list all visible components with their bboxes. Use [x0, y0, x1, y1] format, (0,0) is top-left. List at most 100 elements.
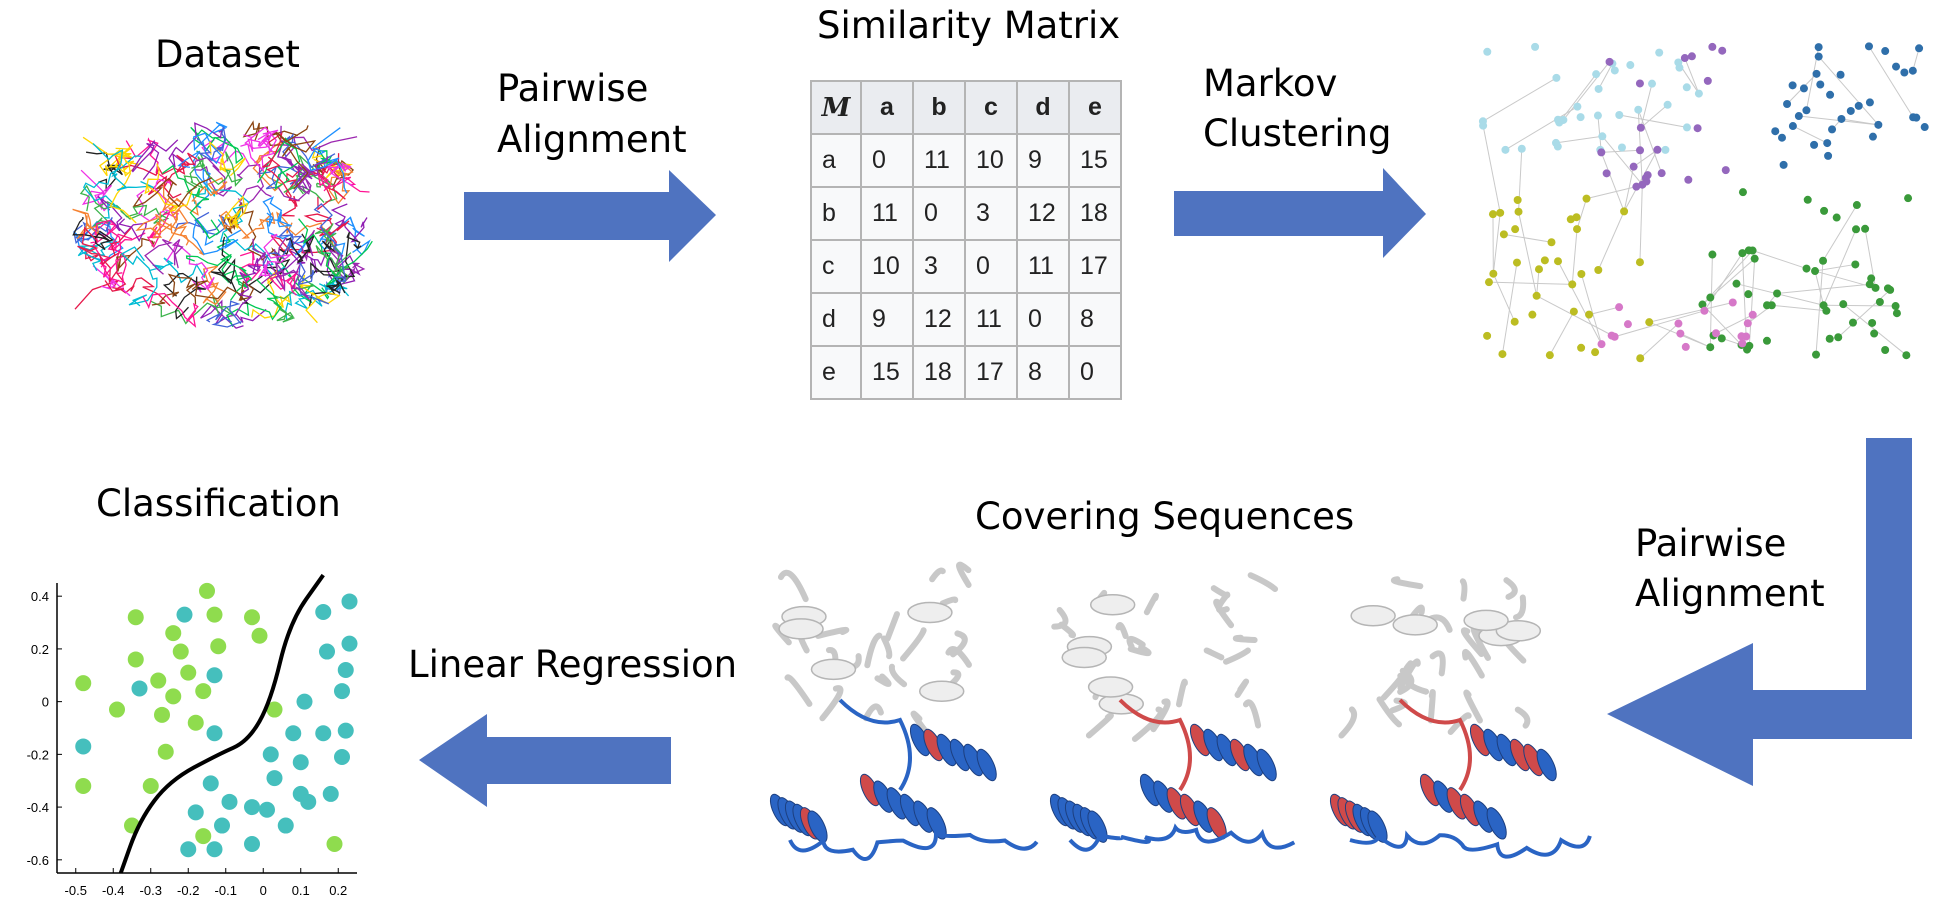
- network-edge: [1555, 135, 1603, 144]
- protein-grey-strand: [1390, 576, 1424, 590]
- scatter-point: [300, 793, 317, 810]
- protein-coil: [788, 829, 1039, 861]
- matrix-row: d 9 12 11 0 8: [810, 292, 1122, 347]
- protein-coil: [1068, 823, 1296, 852]
- network-node: [1483, 47, 1492, 56]
- matrix-cell: 0: [964, 239, 1018, 294]
- protein-grey-helix: [1495, 620, 1542, 642]
- protein-structure: [769, 561, 1039, 861]
- protein-helix-turn: [926, 807, 947, 840]
- matrix-cell: 9: [860, 292, 914, 347]
- network-node: [1648, 79, 1657, 88]
- network-node: [1680, 54, 1689, 63]
- network-node: [1824, 151, 1833, 160]
- matrix-cell: 17: [964, 345, 1018, 400]
- scatter-point: [266, 701, 283, 718]
- protein-coil: [1118, 698, 1192, 792]
- network-node: [1568, 280, 1577, 289]
- protein-grey-strand: [772, 622, 792, 646]
- scatter-point: [251, 627, 268, 644]
- network-edge: [1601, 135, 1643, 186]
- network-node: [1748, 310, 1757, 319]
- network-node: [1592, 70, 1601, 79]
- matrix-row: a 0 11 10 9 15: [810, 133, 1122, 188]
- network-edge: [1598, 63, 1613, 90]
- network-edge: [1748, 258, 1756, 346]
- network-node: [1617, 143, 1626, 152]
- scatter-point: [262, 746, 279, 763]
- network-edge: [1823, 229, 1857, 306]
- dataset-label: Dataset: [155, 33, 300, 76]
- matrix-col-header: a: [860, 80, 914, 135]
- network-node: [1763, 301, 1772, 310]
- network-edge: [1558, 73, 1597, 123]
- network-node: [1871, 283, 1880, 292]
- scatter-point: [277, 817, 294, 834]
- matrix-cell: 11: [860, 186, 914, 241]
- protein-grey-strand: [862, 703, 884, 722]
- network-node: [1717, 334, 1726, 343]
- network-node: [1620, 207, 1629, 216]
- arrow-right-1: [464, 170, 716, 262]
- matrix-cell: 11: [912, 133, 966, 188]
- matrix-cell: 12: [912, 292, 966, 347]
- protein-grey-helix: [907, 601, 953, 624]
- network-node: [1661, 145, 1670, 154]
- scatter-point: [131, 680, 148, 697]
- network-edge: [1501, 262, 1518, 355]
- network-node: [1743, 319, 1752, 328]
- scatter-point: [244, 836, 260, 852]
- network-edge: [1777, 283, 1870, 294]
- scatter-point: [142, 778, 159, 794]
- network-node: [1674, 58, 1683, 67]
- matrix-col-header: e: [1068, 80, 1122, 135]
- network-node: [1593, 111, 1602, 120]
- protein-grey-strand: [1461, 649, 1485, 679]
- x-tick-label: -0.1: [215, 883, 237, 898]
- network-node: [1868, 132, 1877, 141]
- network-node: [1915, 44, 1924, 53]
- protein-grey-strand: [1150, 698, 1171, 733]
- protein-grey-strand: [784, 674, 813, 707]
- scatter-point: [75, 778, 92, 794]
- scatter-point: [319, 643, 335, 660]
- network-node: [1811, 267, 1820, 276]
- protein-grey-strand: [1397, 658, 1421, 691]
- network-node: [1684, 175, 1693, 184]
- protein-grey-strand: [1232, 634, 1258, 644]
- network-node: [1510, 317, 1519, 326]
- network-node: [1532, 291, 1541, 300]
- protein-grey-strand: [1427, 689, 1436, 724]
- network-node: [1744, 290, 1753, 299]
- protein-coil: [838, 698, 912, 792]
- network-edge: [1752, 250, 1807, 270]
- network-node: [1632, 182, 1641, 191]
- network-node: [1779, 160, 1788, 169]
- protein-coil: [1349, 830, 1592, 859]
- protein-grey-strand: [1242, 699, 1262, 729]
- x-tick-label: 0: [260, 883, 267, 898]
- network-node: [1706, 293, 1715, 302]
- network-edge: [1814, 270, 1876, 289]
- protein-grey-strand: [884, 611, 900, 642]
- scatter-point: [326, 836, 343, 852]
- protein-grey-strand: [864, 632, 883, 669]
- network-node: [1577, 269, 1586, 278]
- matrix-col-header: b: [912, 80, 966, 135]
- network-node: [1597, 340, 1606, 349]
- scatter-point: [285, 725, 302, 742]
- network-node: [1489, 269, 1498, 278]
- y-tick-label: -0.2: [27, 747, 49, 762]
- network-node: [1598, 132, 1607, 141]
- network-edge: [1571, 229, 1578, 285]
- scatter-point: [180, 664, 197, 681]
- network-node: [1814, 52, 1823, 61]
- scatter-point: [206, 841, 223, 858]
- protein-grey-strand: [1247, 572, 1279, 593]
- network-node: [1738, 188, 1747, 197]
- network-node: [1641, 174, 1650, 183]
- network-node: [1676, 329, 1685, 338]
- scatter-point: [127, 651, 144, 668]
- network-node: [1812, 350, 1821, 359]
- protein-grey-strand: [956, 561, 972, 588]
